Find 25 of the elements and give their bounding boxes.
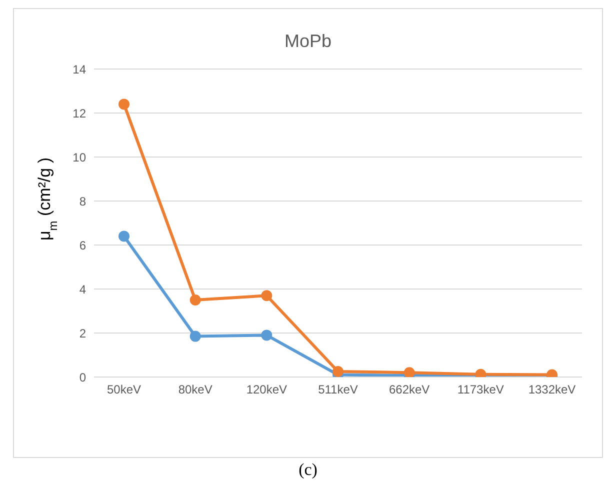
point — [118, 230, 130, 242]
x-tick-label: 511keV — [318, 382, 358, 397]
point — [261, 290, 272, 302]
point — [190, 330, 201, 342]
y-tick-label: 4 — [79, 282, 86, 296]
y-tick-label: 8 — [79, 194, 86, 208]
y-tick-label: 10 — [72, 150, 86, 164]
y-tick-label: 14 — [72, 62, 86, 76]
x-tick-label: 662keV — [388, 382, 430, 397]
point — [332, 366, 344, 377]
y-tick-label: 2 — [79, 326, 86, 340]
point — [261, 330, 272, 341]
y-tick-label: 6 — [79, 238, 86, 252]
y-tick-label: 12 — [72, 106, 86, 120]
point — [118, 98, 130, 110]
x-tick-label: 120keV — [246, 382, 288, 397]
chart-title: MoPb — [284, 31, 332, 51]
point — [404, 367, 415, 377]
x-tick-label: 1173keV — [457, 382, 504, 397]
x-tick-label: 80keV — [178, 382, 212, 397]
y-tick-label: 0 — [79, 370, 86, 384]
x-tick-label: 50keV — [106, 382, 142, 397]
x-tick-label: 1332keV — [528, 382, 576, 397]
text: (c) — [298, 460, 318, 480]
point — [190, 294, 201, 306]
